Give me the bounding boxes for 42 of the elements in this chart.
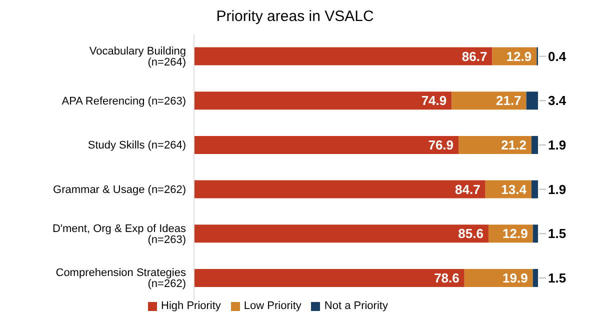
bar: [526, 92, 538, 110]
bar: [194, 224, 488, 243]
data-label: 85.6: [458, 226, 484, 242]
data-label: 0.4: [548, 48, 567, 64]
legend-label: Low Priority: [244, 300, 302, 312]
data-label: 12.9: [502, 226, 528, 242]
data-label: 1.9: [548, 182, 566, 197]
data-label: 19.9: [502, 270, 528, 286]
data-label: 84.7: [455, 182, 480, 197]
data-label: 78.6: [434, 270, 460, 286]
data-label: 1.5: [548, 226, 566, 242]
data-label: 1.9: [548, 138, 566, 153]
y-tick-label: Vocabulary Building (n=264): [89, 46, 186, 69]
y-tick-label: D'ment, Org & Exp of Ideas (n=263): [52, 222, 186, 246]
bar: [194, 180, 486, 198]
chart-title: Priority areas in VSALC: [215, 8, 375, 27]
y-tick-label: Study Skills (n=264): [88, 140, 186, 152]
data-label: 13.4: [501, 182, 528, 197]
bar: [531, 136, 538, 154]
data-label: 21.2: [501, 138, 526, 153]
bar: [194, 92, 452, 110]
bar: [452, 92, 526, 110]
bar: [458, 136, 532, 154]
bar: [194, 136, 459, 154]
bar: [194, 268, 464, 287]
bar: [464, 268, 533, 287]
bar: [531, 180, 538, 198]
legend-label: Not a Priority: [324, 300, 388, 312]
y-tick-label: Grammar & Usage (n=262): [53, 184, 186, 196]
y-tick-label: Comprehension Strategies (n=262): [56, 267, 186, 290]
y-tick-label: APA Referencing (n=263): [62, 95, 186, 108]
legend-label: High Priority: [161, 300, 221, 312]
data-label: 86.7: [462, 48, 488, 64]
data-label: 12.9: [506, 48, 532, 64]
bar: [532, 268, 538, 287]
data-label: 21.7: [496, 93, 522, 108]
data-label: 76.9: [428, 138, 454, 153]
bar: [532, 224, 538, 243]
data-label: 1.5: [548, 270, 566, 286]
data-label: 3.4: [548, 93, 567, 108]
data-label: 74.9: [421, 93, 447, 108]
bar: [194, 47, 492, 66]
